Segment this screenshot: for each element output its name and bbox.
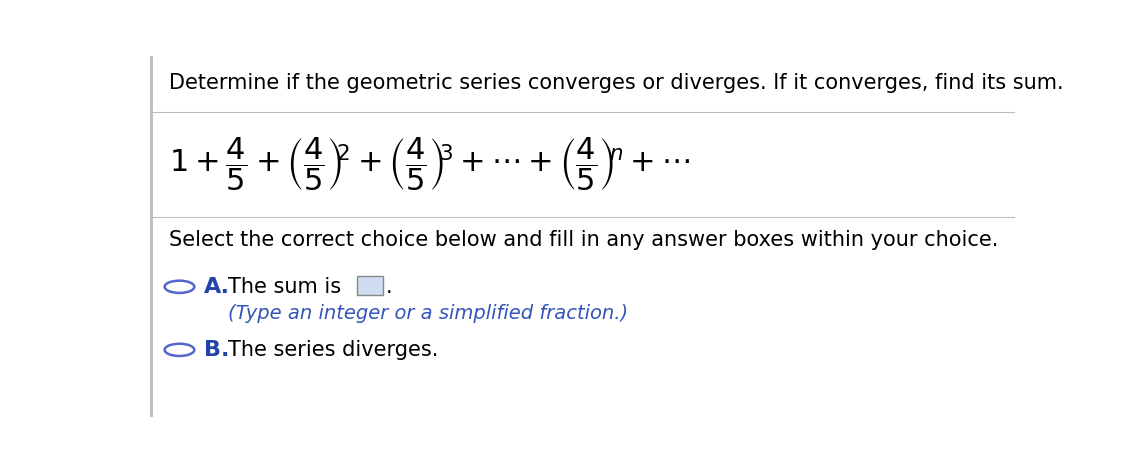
Text: A.: A. bbox=[204, 277, 230, 297]
Text: The sum is: The sum is bbox=[228, 277, 342, 297]
Text: B.: B. bbox=[204, 340, 229, 360]
Text: (Type an integer or a simplified fraction.): (Type an integer or a simplified fractio… bbox=[228, 304, 628, 323]
Text: The series diverges.: The series diverges. bbox=[228, 340, 439, 360]
Text: .: . bbox=[386, 277, 393, 297]
FancyBboxPatch shape bbox=[356, 276, 384, 295]
Text: Select the correct choice below and fill in any answer boxes within your choice.: Select the correct choice below and fill… bbox=[169, 230, 998, 250]
Text: $1 + \dfrac{4}{5} + \left(\dfrac{4}{5}\right)^{\!\!2}+ \left(\dfrac{4}{5}\right): $1 + \dfrac{4}{5} + \left(\dfrac{4}{5}\r… bbox=[169, 136, 690, 193]
Text: Determine if the geometric series converges or diverges. If it converges, find i: Determine if the geometric series conver… bbox=[169, 73, 1064, 93]
